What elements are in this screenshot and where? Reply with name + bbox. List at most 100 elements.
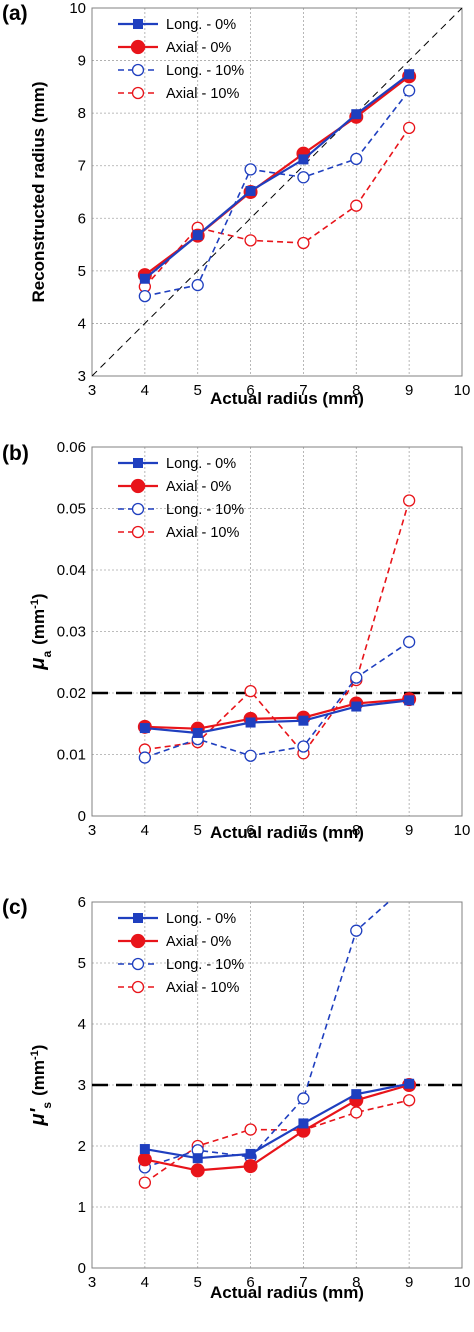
legend-label: Long. - 10% bbox=[166, 957, 244, 973]
panel-c-legend: Long. - 0% Axial - 0% Long. - 10% Axial - 1… bbox=[118, 911, 244, 996]
x-tick-label: 3 bbox=[88, 382, 96, 399]
y-tick-label: 1 bbox=[78, 1199, 86, 1216]
data-point-long-0 bbox=[245, 1148, 256, 1159]
legend-label: Axial - 10% bbox=[166, 980, 239, 996]
y-tick-label: 0.06 bbox=[57, 439, 86, 456]
legend-label: Long. - 0% bbox=[166, 17, 236, 33]
legend-label: Long. - 0% bbox=[166, 456, 236, 472]
legend-marker bbox=[130, 478, 146, 494]
y-tick-label: 4 bbox=[78, 1016, 86, 1033]
series-long-0 bbox=[139, 1078, 415, 1164]
panel-b: 3 4 5 6 7 8 9 10 0 0.01 0.02 0.03 0.04 0.05 0.06 Actual… bbox=[2, 439, 470, 842]
x-tick-label: 4 bbox=[141, 822, 149, 839]
data-point-axial-10 bbox=[244, 685, 257, 698]
legend-label: Axial - 0% bbox=[166, 479, 231, 495]
y-axis-unit-close: ) bbox=[29, 593, 48, 599]
y-tick-label: 9 bbox=[78, 53, 86, 70]
x-tick-label: 3 bbox=[88, 822, 96, 839]
series-long-0 bbox=[139, 69, 415, 284]
y-axis-symbol: μ' bbox=[27, 1107, 49, 1126]
series-axial-10 bbox=[138, 121, 416, 293]
data-point-axial-10 bbox=[350, 1106, 363, 1119]
series-line-long-10 bbox=[144, 90, 410, 297]
data-point-axial-10 bbox=[244, 1123, 257, 1136]
x-tick-label: 9 bbox=[405, 382, 413, 399]
legend-marker bbox=[133, 458, 143, 468]
legend-label: Axial - 10% bbox=[166, 86, 239, 102]
panel-b-legend: Long. - 0% Axial - 0% Long. - 10% Axial - 1… bbox=[118, 456, 244, 541]
legend-marker bbox=[131, 957, 145, 971]
panel-label: (a) bbox=[2, 2, 28, 25]
data-point-long-10 bbox=[350, 152, 363, 166]
y-tick-label: 5 bbox=[78, 955, 86, 972]
y-axis-unit: (mm bbox=[29, 1060, 48, 1096]
data-point-long-0 bbox=[404, 695, 415, 706]
series-long-0 bbox=[139, 695, 415, 738]
data-point-long-0 bbox=[404, 69, 415, 80]
y-tick-label: 2 bbox=[78, 1138, 86, 1155]
data-point-axial-10 bbox=[138, 1176, 152, 1189]
series-line-axial-10 bbox=[144, 1099, 410, 1184]
legend-marker bbox=[133, 19, 143, 29]
series-long-10 bbox=[138, 635, 416, 764]
panel-a-legend: Long. - 0% Axial - 0% Long. - 10% Axial - 1… bbox=[118, 17, 244, 102]
x-tick-label: 4 bbox=[141, 1274, 149, 1291]
x-axis-title: Actual radius (mm) bbox=[210, 1283, 364, 1302]
legend-label: Long. - 0% bbox=[166, 911, 236, 927]
x-tick-label: 8 bbox=[352, 822, 360, 839]
series-long-10 bbox=[138, 84, 416, 303]
data-point-axial-10 bbox=[402, 1094, 416, 1107]
data-point-long-10 bbox=[138, 289, 152, 303]
data-point-long-10 bbox=[244, 163, 257, 176]
legend-marker bbox=[131, 86, 145, 100]
data-point-axial-10 bbox=[350, 199, 363, 212]
legend-marker bbox=[131, 502, 145, 516]
x-tick-label: 7 bbox=[299, 822, 307, 839]
legend-marker bbox=[133, 913, 143, 923]
panel-a-plot-area bbox=[91, 7, 463, 377]
data-point-long-0 bbox=[298, 154, 309, 165]
x-tick-label: 6 bbox=[246, 382, 254, 399]
y-tick-label: 0 bbox=[78, 1260, 86, 1277]
x-axis-title: Actual radius (mm) bbox=[210, 389, 364, 408]
panel-b-plot-area bbox=[91, 446, 463, 817]
x-tick-label: 4 bbox=[141, 382, 149, 399]
data-point-long-0 bbox=[404, 1078, 415, 1089]
data-point-axial-0 bbox=[190, 1163, 205, 1178]
data-point-long-10 bbox=[350, 924, 363, 937]
data-point-long-0 bbox=[351, 701, 362, 712]
legend-label: Long. - 10% bbox=[166, 502, 244, 518]
data-point-long-0 bbox=[245, 717, 256, 728]
y-tick-label: 5 bbox=[78, 263, 86, 280]
panel-label: (c) bbox=[2, 896, 28, 919]
y-tick-label: 6 bbox=[78, 210, 86, 227]
x-tick-label: 9 bbox=[405, 1274, 413, 1291]
series-line-long-0 bbox=[144, 73, 410, 280]
legend-label: Long. - 10% bbox=[166, 63, 244, 79]
legend-marker bbox=[131, 980, 145, 994]
data-point-long-0 bbox=[298, 1118, 309, 1129]
x-tick-label: 10 bbox=[454, 1274, 471, 1291]
x-tick-label: 5 bbox=[194, 1274, 202, 1291]
legend-marker bbox=[131, 63, 145, 77]
y-axis-unit-close: ) bbox=[29, 1045, 48, 1051]
data-point-long-10 bbox=[191, 278, 204, 292]
x-tick-label: 5 bbox=[194, 822, 202, 839]
x-tick-label: 9 bbox=[405, 822, 413, 839]
data-point-axial-10 bbox=[244, 234, 257, 247]
legend-marker bbox=[130, 933, 146, 949]
identity-reference-line bbox=[92, 8, 462, 376]
data-point-axial-0 bbox=[243, 1159, 258, 1174]
data-point-long-0 bbox=[351, 109, 362, 120]
y-axis-unit: (mm bbox=[29, 609, 48, 645]
data-point-long-0 bbox=[298, 715, 309, 726]
series-line-long-0 bbox=[144, 699, 410, 735]
y-axis-title: μ's (mm-1) bbox=[27, 1045, 54, 1127]
data-point-long-10 bbox=[402, 635, 416, 649]
data-point-long-10 bbox=[297, 171, 310, 184]
y-tick-label: 7 bbox=[78, 158, 86, 175]
y-axis-superscript: -1 bbox=[29, 599, 41, 609]
series-line-axial-10 bbox=[144, 127, 410, 288]
legend-marker bbox=[131, 525, 145, 539]
